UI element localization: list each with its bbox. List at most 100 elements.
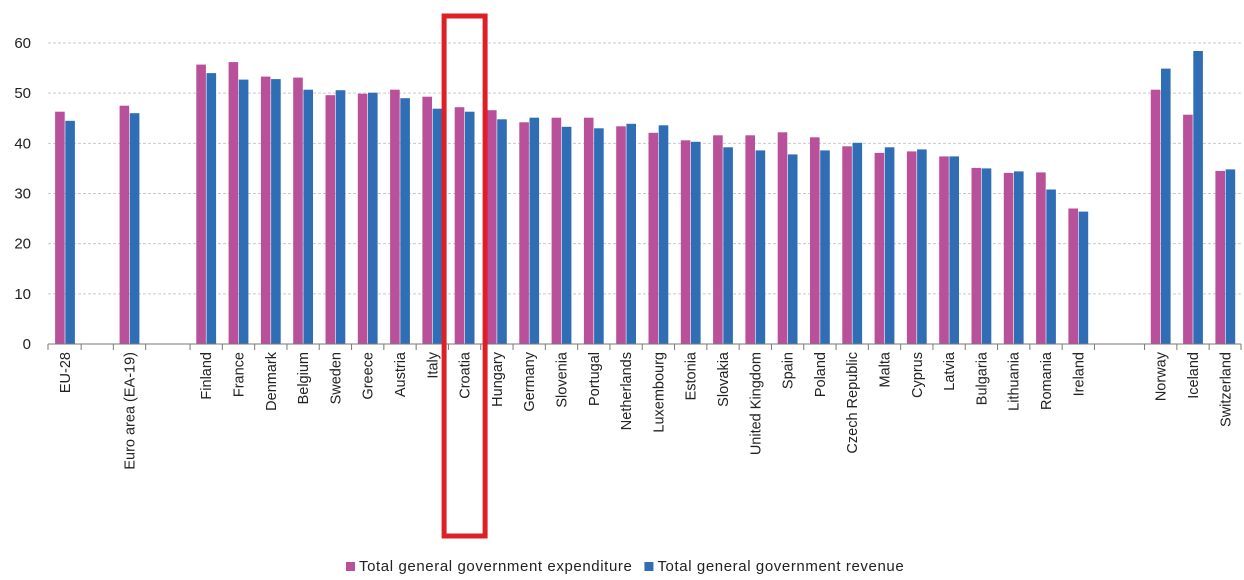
- bar-germany-expenditure: [519, 122, 529, 344]
- bar-lithuania-expenditure: [1003, 172, 1014, 344]
- bar-finland-expenditure: [196, 64, 206, 344]
- bar-netherlands-revenue: [626, 123, 636, 344]
- category-label-romania: Romania: [1039, 351, 1055, 410]
- bar-austria-revenue: [400, 98, 410, 344]
- bar-malta-expenditure: [874, 152, 885, 344]
- bar-ireland-revenue: [1078, 211, 1089, 344]
- bar-poland-expenditure: [810, 137, 820, 344]
- series-total-general-government-expenditure: [55, 62, 1225, 344]
- bar-estonia-expenditure: [680, 140, 691, 344]
- x-axis: [47, 343, 1242, 350]
- category-label-estonia: Estonia: [684, 351, 700, 400]
- category-label-luxembourg: Luxembourg: [651, 352, 667, 433]
- bar-united-kingdom-expenditure: [745, 135, 755, 344]
- category-label-lithuania: Lithuania: [1007, 351, 1023, 411]
- bar-finland-revenue: [206, 73, 217, 344]
- bar-euro-area-ea-19-revenue: [129, 113, 140, 344]
- category-label-belgium: Belgium: [296, 352, 312, 404]
- category-label-portugal: Portugal: [587, 352, 603, 406]
- category-label-sweden: Sweden: [328, 352, 344, 404]
- legend-swatch: [346, 562, 355, 571]
- bar-france-revenue: [238, 79, 249, 344]
- bar-italy-expenditure: [422, 96, 432, 344]
- bar-slovenia-revenue: [561, 126, 572, 344]
- legend-label: Total general government revenue: [657, 558, 904, 575]
- bar-eu-28-revenue: [65, 120, 75, 344]
- bar-slovakia-revenue: [723, 147, 733, 344]
- category-label-germany: Germany: [522, 351, 538, 411]
- category-label-finland: Finland: [199, 352, 215, 400]
- category-label-switzerland: Switzerland: [1218, 352, 1234, 427]
- category-label-spain: Spain: [781, 352, 797, 389]
- y-tick-label: 40: [14, 135, 31, 152]
- category-label-malta: Malta: [878, 351, 894, 387]
- bar-switzerland-revenue: [1225, 169, 1236, 344]
- bar-luxembourg-revenue: [658, 125, 669, 344]
- bar-switzerland-expenditure: [1215, 170, 1225, 344]
- legend-item-total-general-government-expenditure: Total general government expenditure: [346, 558, 632, 575]
- bar-ireland-expenditure: [1068, 208, 1078, 344]
- category-label-united-kingdom: United Kingdom: [748, 352, 764, 455]
- category-label-croatia: Croatia: [458, 351, 474, 399]
- bar-croatia-revenue: [464, 111, 475, 344]
- bar-slovenia-expenditure: [551, 117, 562, 344]
- category-label-latvia: Latvia: [942, 351, 958, 391]
- bar-malta-revenue: [884, 147, 895, 344]
- bar-spain-expenditure: [777, 132, 788, 344]
- bar-lithuania-revenue: [1014, 171, 1024, 344]
- category-label-slovakia: Slovakia: [716, 351, 732, 407]
- bar-italy-revenue: [432, 108, 443, 344]
- bar-germany-revenue: [529, 117, 540, 344]
- category-label-poland: Poland: [813, 352, 829, 397]
- series-total-general-government-revenue: [65, 51, 1236, 344]
- bar-luxembourg-expenditure: [648, 132, 659, 344]
- bar-slovakia-expenditure: [713, 135, 723, 344]
- category-label-euro-area-ea-19: Euro area (EA-19): [123, 352, 139, 470]
- category-labels: EU-28 Euro area (EA-19) Finland France Denma…: [58, 351, 1234, 470]
- bar-belgium-expenditure: [293, 77, 303, 344]
- gridlines: [48, 42, 1241, 295]
- bar-romania-expenditure: [1036, 172, 1046, 344]
- category-label-eu-28: EU-28: [58, 352, 74, 393]
- bar-euro-area-ea-19-expenditure: [119, 105, 130, 344]
- category-label-cyprus: Cyprus: [910, 352, 926, 398]
- bar-cyprus-expenditure: [906, 151, 917, 344]
- bar-denmark-revenue: [271, 79, 281, 344]
- legend-label: Total general government expenditure: [359, 558, 632, 575]
- bar-hungary-expenditure: [487, 110, 497, 344]
- bar-belgium-revenue: [303, 89, 313, 344]
- bar-iceland-revenue: [1193, 51, 1203, 344]
- category-label-bulgaria: Bulgaria: [974, 351, 990, 405]
- category-label-iceland: Iceland: [1186, 352, 1202, 399]
- bar-latvia-expenditure: [939, 156, 949, 344]
- bar-portugal-expenditure: [583, 117, 594, 344]
- bar-poland-revenue: [820, 150, 830, 344]
- bar-spain-revenue: [787, 154, 798, 344]
- bar-hungary-revenue: [497, 119, 507, 344]
- bars: [55, 51, 1236, 344]
- y-tick-label: 60: [14, 35, 31, 52]
- bar-portugal-revenue: [594, 128, 604, 344]
- bar-norway-expenditure: [1150, 89, 1161, 344]
- bar-latvia-revenue: [949, 156, 959, 344]
- bar-iceland-expenditure: [1183, 114, 1193, 344]
- y-tick-label: 20: [14, 236, 31, 253]
- bar-norway-revenue: [1161, 68, 1171, 344]
- bar-austria-expenditure: [390, 89, 400, 344]
- bar-denmark-expenditure: [260, 76, 271, 344]
- bar-united-kingdom-revenue: [755, 150, 766, 344]
- category-label-norway: Norway: [1154, 351, 1170, 401]
- category-label-greece: Greece: [361, 352, 377, 400]
- bar-estonia-revenue: [691, 141, 701, 344]
- category-label-france: France: [232, 352, 248, 397]
- bar-czech-republic-expenditure: [842, 146, 852, 344]
- bar-bulgaria-expenditure: [971, 167, 982, 344]
- bar-france-expenditure: [228, 62, 239, 344]
- y-tick-label: 30: [14, 186, 31, 203]
- y-axis-ticks: 0 10 20 30 40 50 60: [14, 35, 31, 353]
- category-label-italy: Italy: [425, 351, 441, 378]
- bar-netherlands-expenditure: [616, 126, 626, 344]
- bar-eu-28-expenditure: [55, 111, 65, 344]
- legend-item-total-general-government-revenue: Total general government revenue: [644, 558, 904, 575]
